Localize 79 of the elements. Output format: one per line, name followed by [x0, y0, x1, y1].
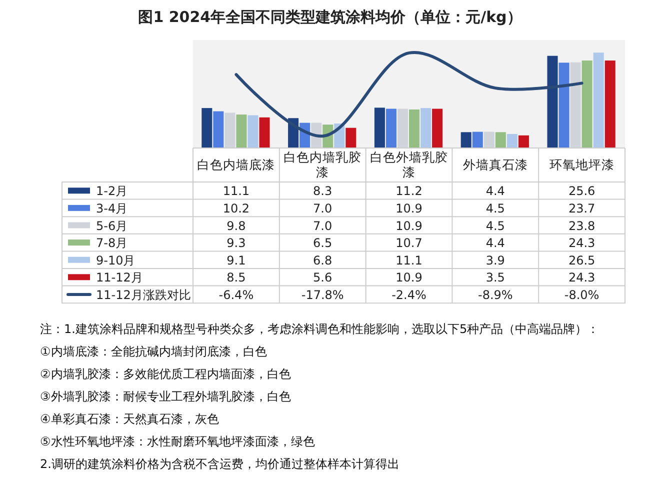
data-label: 4.4: [486, 236, 505, 250]
text: ⑤水性环氧地坪漆：水性耐磨环氧地坪漆面漆，绿色: [40, 434, 315, 448]
text: 2.调研的建筑涂料价格为含税不含运费，均价通过整体样本计算得出: [40, 457, 400, 471]
data-label: 23.8: [568, 218, 596, 233]
data-label: 25.6: [568, 184, 596, 198]
x-tick-label: 白色内墙底漆: [197, 157, 276, 172]
legend-label: 5-6月: [96, 218, 128, 233]
data-label: 11.1: [222, 184, 250, 198]
legend-label: 9-10月: [96, 253, 136, 268]
data-label: 9.3: [226, 236, 246, 250]
x-tick-label: 白色内墙乳胶漆: [284, 150, 362, 180]
legend-label: 1-2月: [96, 184, 128, 198]
data-label: 6.8: [313, 253, 332, 268]
bar: [409, 109, 420, 148]
data-label: 26.5: [568, 253, 596, 268]
bar: [604, 60, 616, 148]
text: ②内墙乳胶漆：多效能优质工程内墙面漆，白色: [40, 367, 291, 381]
data-label: -6.4%: [218, 288, 254, 302]
text: ④单彩真石漆：天然真石漆，灰色: [40, 412, 219, 426]
legend-label: 7-8月: [96, 236, 128, 250]
data-label: 9.8: [226, 218, 246, 233]
bar: [495, 132, 506, 148]
x-tick-label: 外墙真石漆: [462, 157, 528, 172]
bar: [346, 128, 356, 148]
bar: [472, 132, 483, 148]
data-label: 3.9: [486, 253, 505, 268]
data-label: -8.9%: [478, 288, 513, 302]
data-label: -17.8%: [301, 288, 344, 302]
bar: [432, 108, 443, 148]
data-label: 9.1: [226, 253, 246, 268]
data-label: 6.5: [313, 236, 332, 250]
data-label: 8.3: [313, 184, 332, 198]
data-label: 23.7: [568, 201, 596, 216]
data-label: 3.5: [486, 270, 505, 285]
data-label: 7.0: [313, 201, 332, 216]
data-label: 4.5: [486, 201, 505, 216]
legend-label: 11-12月涨跌对比: [96, 288, 191, 302]
bar: [213, 111, 224, 148]
data-label: 10.9: [396, 270, 422, 285]
bar: [570, 62, 581, 148]
data-label: 10.2: [222, 201, 250, 216]
legend-label: 3-4月: [96, 201, 128, 216]
x-tick-label: 环氧地坪漆: [549, 157, 614, 172]
data-label: -8.0%: [564, 288, 600, 302]
bar: [202, 108, 212, 148]
data-label: 10.9: [396, 218, 422, 233]
bar: [259, 117, 270, 148]
text: ③外墙乳胶漆：耐候专业工程外墙乳胶漆，白色: [40, 390, 291, 404]
bar: [484, 132, 494, 148]
bar: [460, 132, 472, 148]
bar: [593, 52, 604, 148]
data-label: 4.4: [486, 184, 505, 198]
chart-title: 图1 2024年全国不同类型建筑涂料均价（单位：元/kg）: [138, 8, 522, 26]
data-label: 10.9: [396, 201, 422, 216]
bar: [582, 60, 592, 148]
bar: [374, 108, 385, 148]
data-label: 7.0: [313, 218, 332, 233]
data-label: -2.4%: [392, 288, 426, 302]
text: 注：1.建筑涂料品牌和规格型号种类众多，考虑涂料调色和性能影响，选取以下5种产品（中高端品牌）：: [40, 322, 600, 336]
data-label: 4.5: [486, 218, 505, 233]
data-label: 24.3: [568, 270, 596, 285]
legend-label: 11-12月: [96, 270, 143, 285]
data-label: 8.5: [226, 270, 246, 285]
bar: [506, 134, 518, 148]
bar: [397, 108, 408, 148]
data-label: 24.3: [568, 236, 596, 250]
bar: [558, 62, 570, 148]
bar: [224, 112, 236, 148]
data-label: 10.7: [396, 236, 422, 250]
data-label: 5.6: [313, 270, 332, 285]
data-label: 11.2: [396, 184, 422, 198]
text: ①内墙底漆：全能抗碱内墙封闭底漆，白色: [40, 344, 267, 358]
bar: [236, 114, 247, 148]
data-label: 11.1: [396, 253, 422, 268]
x-tick-label: 白色外墙乳胶漆: [370, 150, 448, 180]
bar: [420, 108, 432, 148]
bar: [386, 108, 396, 148]
bar: [518, 135, 529, 148]
bar: [248, 115, 258, 148]
